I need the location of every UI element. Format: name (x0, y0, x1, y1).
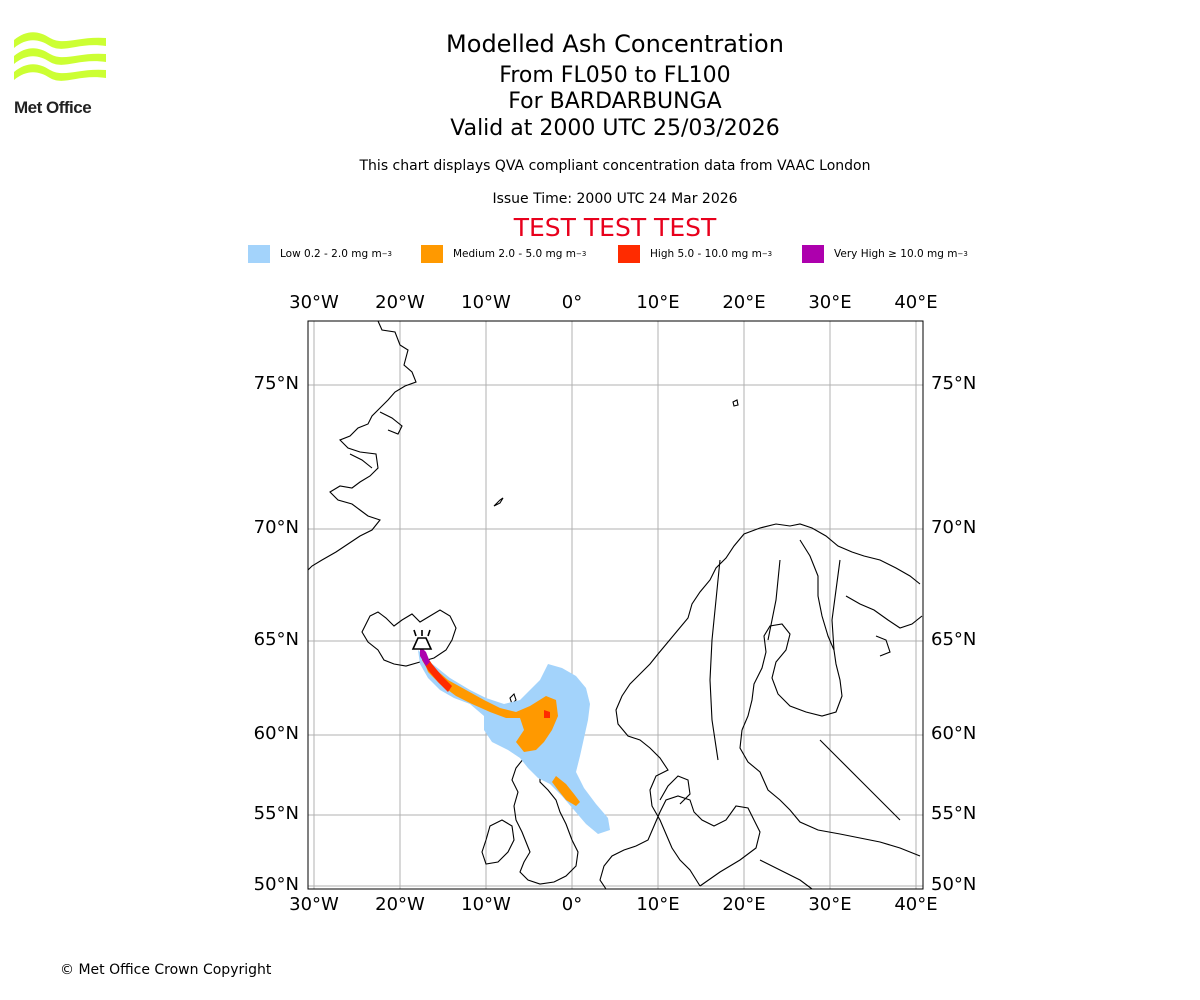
lat-tick-left: 65°N (253, 629, 299, 650)
legend-label-high: High 5.0 - 10.0 mg m (650, 248, 762, 260)
lat-tick-right: 60°N (931, 723, 977, 744)
lon-tick-bottom: 20°W (375, 894, 425, 915)
issue-time: Issue Time: 2000 UTC 24 Mar 2026 (492, 191, 738, 207)
map-gridlines (308, 321, 923, 889)
lon-tick-bottom: 10°W (461, 894, 511, 915)
lon-tick-bottom: 20°E (722, 894, 766, 915)
legend-sup: −3 (575, 250, 587, 258)
lat-tick-left: 55°N (253, 803, 299, 824)
lat-tick-right: 55°N (931, 803, 977, 824)
lat-tick-left: 60°N (253, 723, 299, 744)
lon-tick-top: 20°W (375, 292, 425, 313)
legend-very-high: Very High ≥ 10.0 mg m −3 (802, 244, 968, 264)
lat-tick-left: 70°N (253, 517, 299, 538)
lon-tick-bottom: 10°E (636, 894, 680, 915)
lon-tick-top: 20°E (722, 292, 766, 313)
lat-tick-right: 65°N (931, 629, 977, 650)
legend-label-medium: Medium 2.0 - 5.0 mg m (453, 248, 576, 260)
chart-title: Modelled Ash Concentration (446, 30, 784, 58)
lon-tick-bottom: 40°E (894, 894, 938, 915)
logo-text: Met Office (14, 98, 92, 117)
lon-tick-top: 0° (561, 292, 583, 313)
legend-low: Low 0.2 - 2.0 mg m −3 (248, 244, 392, 264)
legend-swatch-very-high (802, 245, 824, 263)
copyright-notice: © Met Office Crown Copyright (60, 962, 272, 978)
legend-swatch-medium (421, 245, 443, 263)
met-office-wave-icon (14, 32, 106, 81)
map-frame (307, 320, 924, 890)
lon-tick-top: 30°E (808, 292, 852, 313)
ash-high-spot (544, 710, 550, 718)
legend-medium: Medium 2.0 - 5.0 mg m −3 (421, 244, 586, 264)
legend-swatch-low (248, 245, 270, 263)
lat-tick-left: 75°N (253, 373, 299, 394)
lat-tick-right: 50°N (931, 874, 977, 895)
lon-tick-top: 10°W (461, 292, 511, 313)
legend-swatch-high (618, 245, 640, 263)
volcano-icon (411, 629, 433, 650)
lat-tick-left: 50°N (253, 874, 299, 895)
lat-tick-right: 70°N (931, 517, 977, 538)
lon-tick-top: 10°E (636, 292, 680, 313)
legend-high: High 5.0 - 10.0 mg m −3 (618, 244, 772, 264)
lat-tick-right: 75°N (931, 373, 977, 394)
lon-tick-bottom: 30°E (808, 894, 852, 915)
ash-medium-region (422, 656, 558, 752)
ash-very-high-region (420, 646, 430, 666)
ash-medium-region-south (552, 776, 580, 806)
legend-label-very-high: Very High ≥ 10.0 mg m (834, 248, 958, 260)
lon-tick-top: 30°W (289, 292, 339, 313)
legend-label-low: Low 0.2 - 2.0 mg m (280, 248, 382, 260)
lon-tick-top: 40°E (894, 292, 938, 313)
legend-sup: −3 (761, 250, 773, 258)
volcano-name: For BARDARBUNGA (508, 89, 722, 114)
legend-sup: −3 (381, 250, 393, 258)
lon-tick-bottom: 30°W (289, 894, 339, 915)
lon-tick-bottom: 0° (561, 894, 583, 915)
met-office-logo: Met Office (14, 30, 108, 118)
test-banner: TEST TEST TEST (513, 213, 717, 242)
flight-levels: From FL050 to FL100 (499, 63, 731, 88)
chart-description: This chart displays QVA compliant concen… (359, 158, 871, 174)
legend-sup: −3 (957, 250, 968, 258)
valid-time: Valid at 2000 UTC 25/03/2026 (450, 116, 780, 141)
